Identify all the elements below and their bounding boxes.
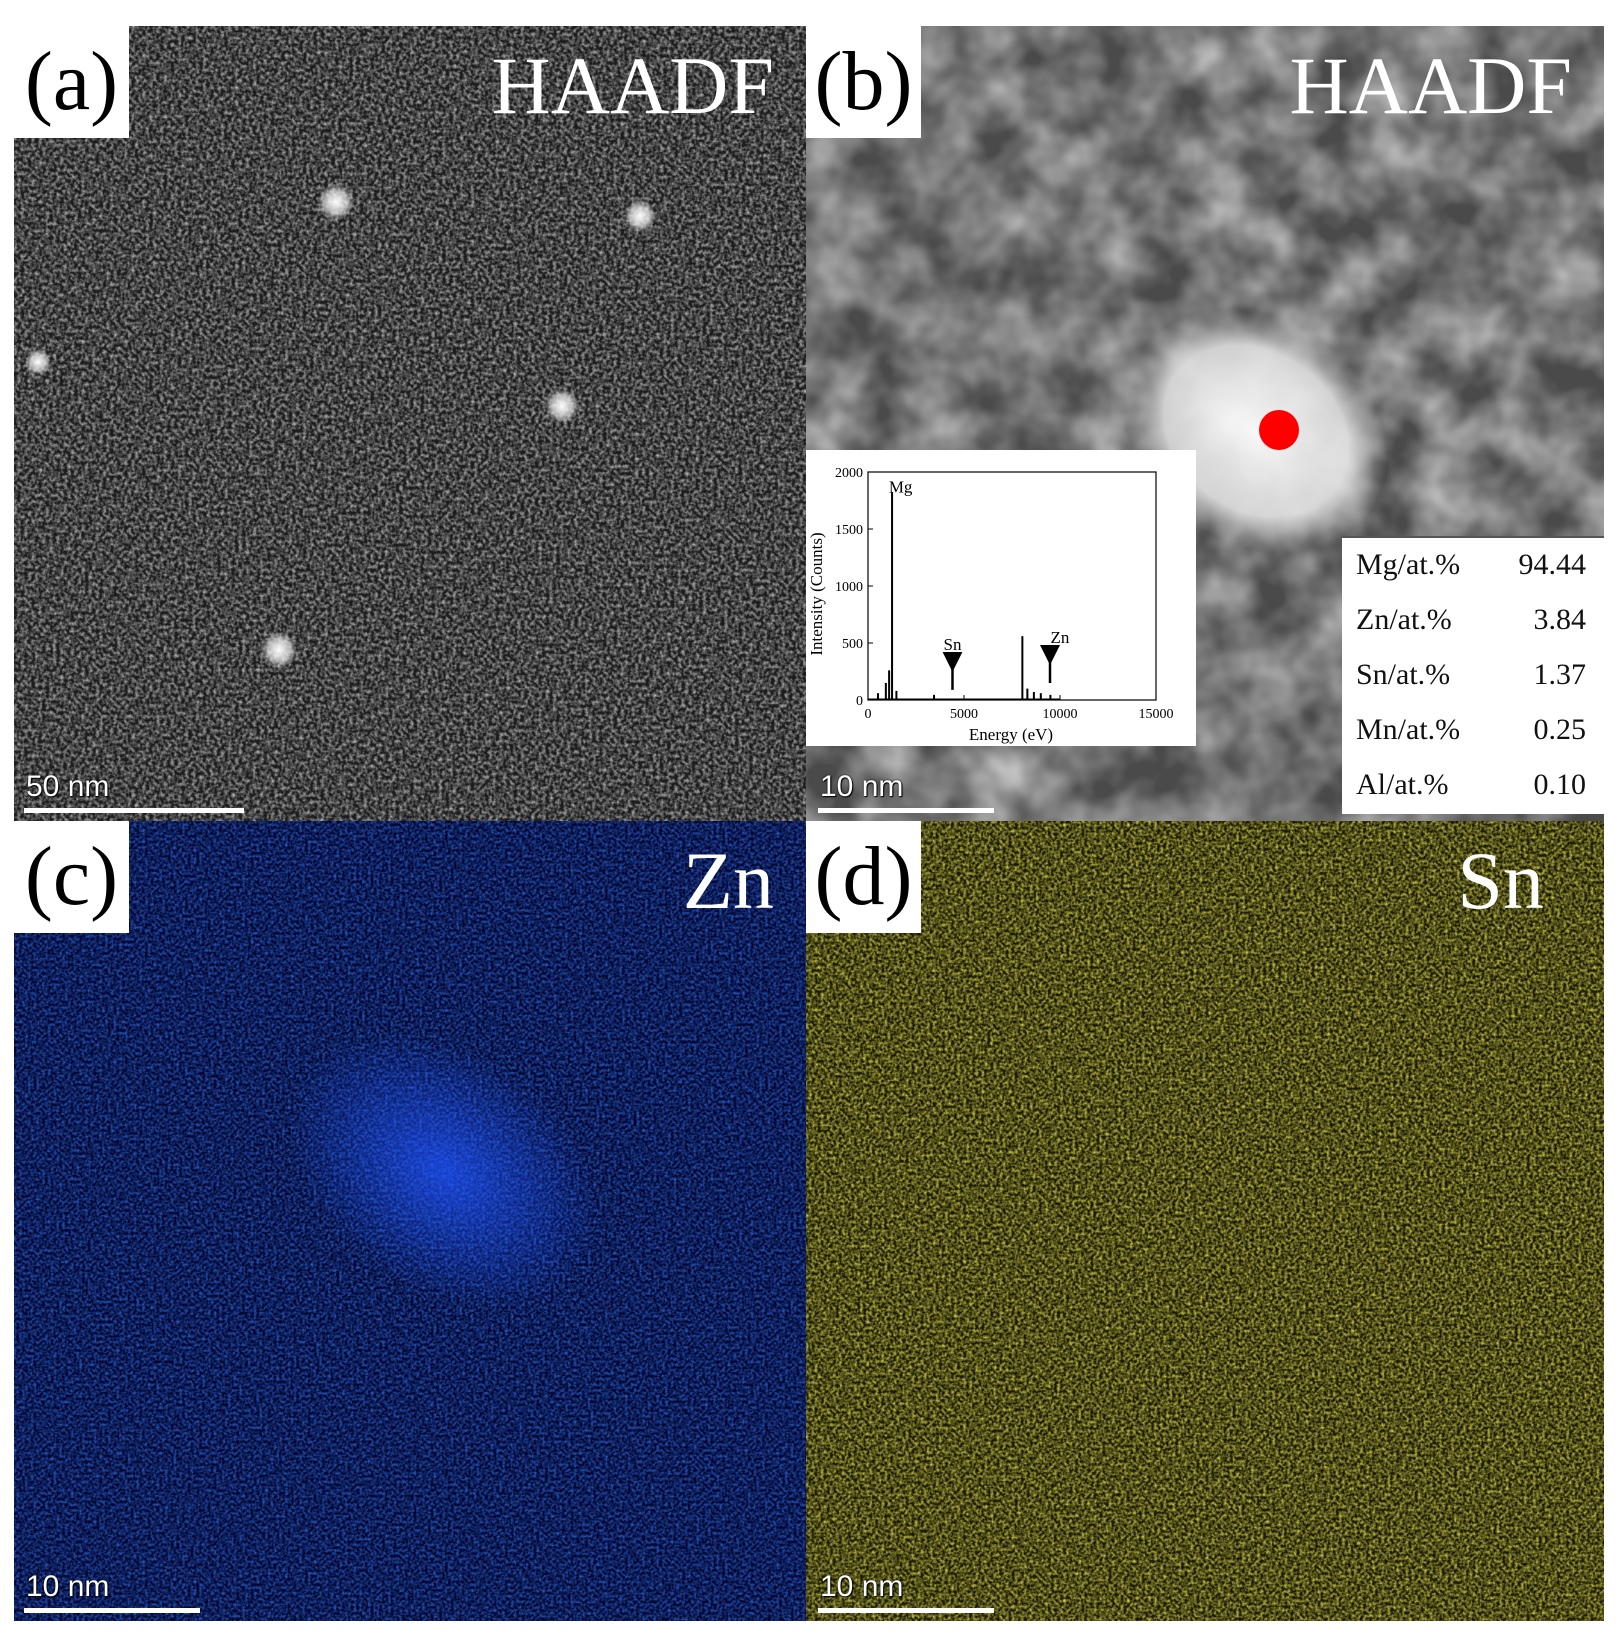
eds-plot-frame bbox=[867, 471, 1157, 701]
composition-row: Mn/at.% 0.25 bbox=[1342, 703, 1604, 758]
panel-label-b: (b) bbox=[806, 26, 921, 138]
zn-elemental-map bbox=[14, 821, 806, 1621]
eds-peak-label: Zn bbox=[1051, 628, 1070, 647]
composition-row: Mg/at.% 94.44 bbox=[1342, 538, 1604, 593]
eds-point-marker bbox=[1259, 410, 1299, 450]
eds-x-tick-label: 0 bbox=[865, 707, 872, 722]
panel-title-c: Zn bbox=[682, 835, 774, 926]
scale-bar-label-b: 10 nm bbox=[820, 770, 904, 803]
panel-label-c: (c) bbox=[14, 821, 129, 933]
eds-spectrum-chart: 0 5000 10000 15000 0 500 1000 1500 2000 Mg Sn Zn E… bbox=[807, 466, 1174, 744]
haadf-image-a bbox=[14, 26, 806, 821]
haadf-image-b bbox=[806, 26, 1604, 821]
panel-b-haadf-image: (b) HAADF 0 5000 10000 15000 0 500 1000 1500 200… bbox=[806, 26, 1604, 821]
composition-value: 94.44 bbox=[1518, 548, 1587, 581]
eds-annotations: Mg Sn Zn bbox=[889, 478, 1070, 690]
panel-a-haadf-image: (a) HAADF 50 nm bbox=[14, 26, 806, 821]
composition-row: Al/at.% 0.10 bbox=[1342, 758, 1604, 813]
composition-element: Sn/at.% bbox=[1356, 658, 1451, 691]
composition-value: 0.10 bbox=[1533, 768, 1587, 801]
scale-bar-d: 10 nm bbox=[818, 1570, 994, 1613]
composition-element: Mn/at.% bbox=[1356, 713, 1461, 746]
sn-elemental-map bbox=[806, 821, 1604, 1621]
composition-element: Al/at.% bbox=[1356, 768, 1449, 801]
scale-bar-line-d bbox=[818, 1608, 994, 1613]
bright-precipitates-a bbox=[25, 184, 656, 668]
eds-peaks bbox=[868, 492, 1060, 700]
eds-peak-label: Sn bbox=[943, 635, 961, 654]
eds-peak-label: Mg bbox=[889, 478, 913, 497]
composition-value: 0.25 bbox=[1533, 713, 1587, 746]
composition-element: Mg/at.% bbox=[1356, 548, 1461, 581]
scale-bar-label-c: 10 nm bbox=[26, 1570, 110, 1603]
composition-row: Zn/at.% 3.84 bbox=[1342, 593, 1604, 648]
composition-element: Zn/at.% bbox=[1356, 603, 1452, 636]
scale-bar-line-c bbox=[24, 1608, 200, 1613]
eds-y-tick-label: 2000 bbox=[835, 466, 863, 481]
eds-x-axis-label: Energy (eV) bbox=[969, 725, 1053, 744]
eds-axes bbox=[867, 471, 1157, 701]
composition-value: 1.37 bbox=[1533, 658, 1587, 691]
eds-y-axis-label: Intensity (Counts) bbox=[807, 532, 826, 655]
scale-bar-label-d: 10 nm bbox=[820, 1570, 904, 1603]
eds-y-tick-label: 500 bbox=[842, 637, 863, 652]
eds-x-tick-label: 15000 bbox=[1139, 707, 1174, 722]
panel-d-sn-map: (d) Sn 10 nm bbox=[806, 821, 1604, 1621]
panel-c-zn-map: (c) Zn 10 nm bbox=[14, 821, 806, 1621]
scale-bar-label-a: 50 nm bbox=[26, 770, 110, 803]
panel-label-d: (d) bbox=[806, 821, 921, 933]
eds-x-tick-label: 10000 bbox=[1043, 707, 1078, 722]
eds-spectrum-inset: 0 5000 10000 15000 0 500 1000 1500 2000 Mg Sn Zn E… bbox=[806, 450, 1196, 746]
composition-value: 3.84 bbox=[1533, 603, 1587, 636]
scale-bar-a: 50 nm bbox=[24, 770, 244, 813]
scale-bar-b: 10 nm bbox=[818, 770, 994, 813]
panel-label-a: (a) bbox=[14, 26, 129, 138]
panel-title-a: HAADF bbox=[491, 40, 774, 131]
eds-ticks: 0 5000 10000 15000 0 500 1000 1500 2000 bbox=[835, 466, 1174, 722]
zn-enriched-region bbox=[288, 1032, 600, 1310]
eds-x-tick-label: 5000 bbox=[950, 707, 978, 722]
eds-y-tick-label: 1500 bbox=[835, 523, 863, 538]
panel-title-b: HAADF bbox=[1289, 40, 1572, 131]
composition-row: Sn/at.% 1.37 bbox=[1342, 648, 1604, 703]
scale-bar-line-a bbox=[24, 808, 244, 813]
eds-y-tick-label: 1000 bbox=[835, 580, 863, 595]
scale-bar-line-b bbox=[818, 808, 994, 813]
eds-y-tick-label: 0 bbox=[856, 694, 863, 709]
composition-table: Mg/at.% 94.44 Zn/at.% 3.84 Sn/at.% 1.37 … bbox=[1342, 536, 1604, 814]
panel-title-d: Sn bbox=[1457, 835, 1544, 926]
scale-bar-c: 10 nm bbox=[24, 1570, 200, 1613]
